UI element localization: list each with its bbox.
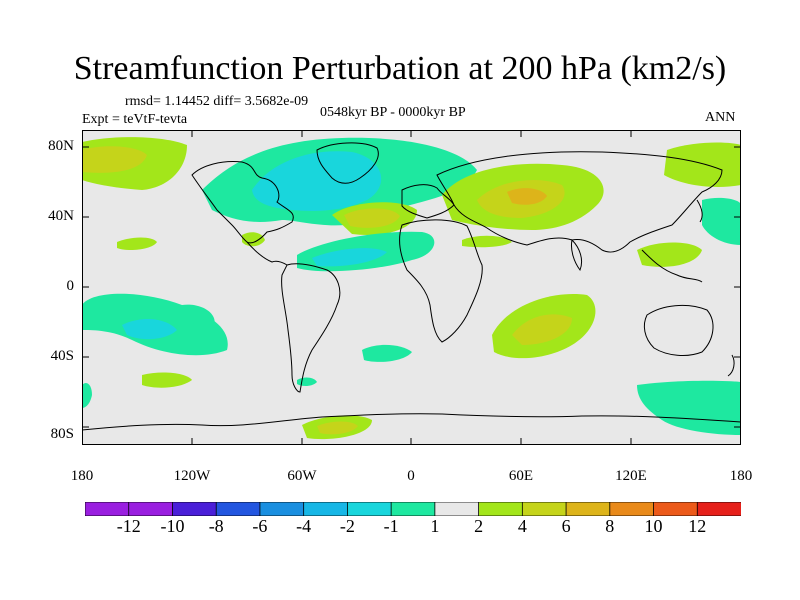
- colorbar-label: 2: [474, 516, 484, 536]
- coastline-north-america: [191, 161, 294, 244]
- map-plot: [82, 130, 741, 445]
- colorbar-swatch: [259, 502, 305, 516]
- colorbar-label: -2: [339, 516, 355, 536]
- colorbar-swatch: [696, 502, 741, 516]
- colorbar-label: 4: [517, 516, 527, 536]
- coastlines: [82, 142, 741, 431]
- colorbar-swatch: [346, 502, 393, 516]
- x-label-180-left: 180: [70, 468, 94, 484]
- coastline-india: [571, 238, 583, 272]
- contour-small-pacific-1: [117, 237, 157, 250]
- y-label-0: 0: [66, 278, 75, 294]
- colorbar-swatch: [434, 502, 480, 516]
- x-label-120e: 120E: [615, 468, 647, 484]
- coastline-southeast-asia: [641, 249, 703, 283]
- coastline-africa: [399, 219, 483, 343]
- colorbar-swatch: [215, 502, 261, 516]
- contour-southern-ocean-pacific: [637, 380, 741, 435]
- contour-west-pacific-low: [702, 197, 741, 245]
- colorbar-label: -8: [208, 516, 224, 536]
- contour-north-pacific-east-core: [82, 146, 147, 173]
- coastline-eurasia: [436, 151, 723, 253]
- colorbar-swatch: [390, 502, 436, 516]
- coastline-new-zealand: [727, 354, 735, 377]
- colorbar-label: 10: [644, 516, 663, 536]
- contour-subtropical-atlantic-core: [312, 248, 387, 267]
- x-label-0: 0: [407, 468, 415, 484]
- coastline-japan: [696, 199, 703, 223]
- colorbar-label: -10: [160, 516, 185, 536]
- x-label-60e: 60E: [508, 468, 534, 484]
- coastline-antarctica: [82, 413, 741, 431]
- coastline-greenland: [316, 142, 379, 184]
- colorbar-swatch: [478, 502, 524, 516]
- stats-text: rmsd= 1.14452 diff= 3.5682e-09: [125, 94, 309, 109]
- colorbar-swatch: [303, 502, 349, 516]
- season-text: ANN: [705, 110, 736, 125]
- contour-south-atlantic-low: [362, 344, 412, 362]
- contour-north-pacific-west: [664, 142, 741, 187]
- y-label-80s: 80S: [50, 426, 74, 442]
- chart-title: Streamfunction Perturbation at 200 hPa (…: [73, 50, 727, 87]
- colorbar-swatch: [565, 502, 611, 516]
- contour-west-edge-south: [82, 383, 92, 408]
- colorbar-label: 1: [430, 516, 440, 536]
- colorbar-swatch: [521, 502, 567, 516]
- x-label-180-right: 180: [729, 468, 753, 484]
- contour-nh-atlantic-core: [252, 151, 382, 211]
- colorbar-label: 6: [561, 516, 571, 536]
- y-label-80n: 80N: [48, 138, 74, 154]
- coastline-australia: [643, 305, 714, 356]
- contour-eurasia-high-max: [507, 188, 547, 205]
- contour-south-atlantic-polar-core: [317, 421, 358, 435]
- contour-atlantic-high-core: [344, 208, 400, 228]
- colorbar-label: -6: [252, 516, 268, 536]
- colorbar-label: -12: [116, 516, 141, 536]
- colorbar: [85, 502, 741, 516]
- colorbar-label: 8: [605, 516, 615, 536]
- contour-south-indian-core: [512, 314, 572, 345]
- colorbar-swatch: [128, 502, 174, 516]
- period-text: 0548kyr BP - 0000kyr BP: [320, 105, 466, 120]
- x-label-120w: 120W: [173, 468, 211, 484]
- colorbar-swatch: [85, 502, 130, 516]
- colorbar-label: 12: [688, 516, 707, 536]
- colorbar-swatch: [653, 502, 699, 516]
- colorbar-label: -1: [383, 516, 399, 536]
- coastline-central-america: [246, 241, 288, 266]
- contour-southern-pacific-east: [142, 372, 192, 388]
- axis-ticks: [82, 130, 741, 445]
- colorbar-swatch: [172, 502, 218, 516]
- contour-south-pacific-core: [122, 318, 177, 340]
- experiment-text: Expt = teVtF-tevta: [82, 112, 188, 127]
- coastline-south-america: [281, 263, 341, 393]
- colorbar-swatch: [609, 502, 655, 516]
- y-label-40n: 40N: [48, 208, 74, 224]
- colorbar-label: -4: [296, 516, 312, 536]
- contour-south-pacific-tongue: [182, 304, 215, 330]
- x-label-60w: 60W: [287, 468, 317, 484]
- y-label-40s: 40S: [50, 348, 74, 364]
